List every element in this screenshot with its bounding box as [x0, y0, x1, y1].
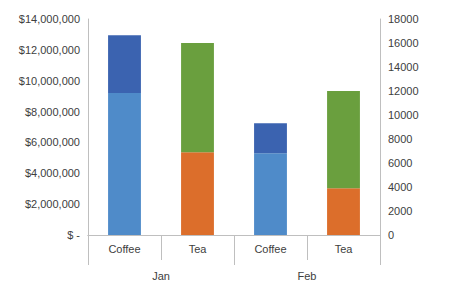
svg-text:Coffee: Coffee: [108, 243, 140, 255]
svg-text:0: 0: [388, 229, 394, 241]
svg-text:Tea: Tea: [189, 243, 208, 255]
svg-text:$10,000,000: $10,000,000: [19, 75, 80, 87]
svg-text:16000: 16000: [388, 37, 419, 49]
svg-text:$2,000,000: $2,000,000: [25, 198, 80, 210]
svg-text:$ -: $ -: [67, 229, 80, 241]
svg-text:12000: 12000: [388, 85, 419, 97]
svg-text:Coffee: Coffee: [254, 243, 286, 255]
svg-text:$12,000,000: $12,000,000: [19, 44, 80, 56]
svg-text:8000: 8000: [388, 133, 412, 145]
svg-text:Feb: Feb: [298, 270, 317, 282]
svg-text:2000: 2000: [388, 205, 412, 217]
svg-text:$8,000,000: $8,000,000: [25, 106, 80, 118]
svg-text:4000: 4000: [388, 181, 412, 193]
svg-text:10000: 10000: [388, 109, 419, 121]
svg-text:18000: 18000: [388, 13, 419, 25]
svg-text:$4,000,000: $4,000,000: [25, 167, 80, 179]
svg-text:$6,000,000: $6,000,000: [25, 136, 80, 148]
svg-text:6000: 6000: [388, 157, 412, 169]
svg-text:14000: 14000: [388, 61, 419, 73]
svg-text:$14,000,000: $14,000,000: [19, 13, 80, 25]
svg-text:Jan: Jan: [152, 270, 170, 282]
svg-text:Tea: Tea: [335, 243, 354, 255]
